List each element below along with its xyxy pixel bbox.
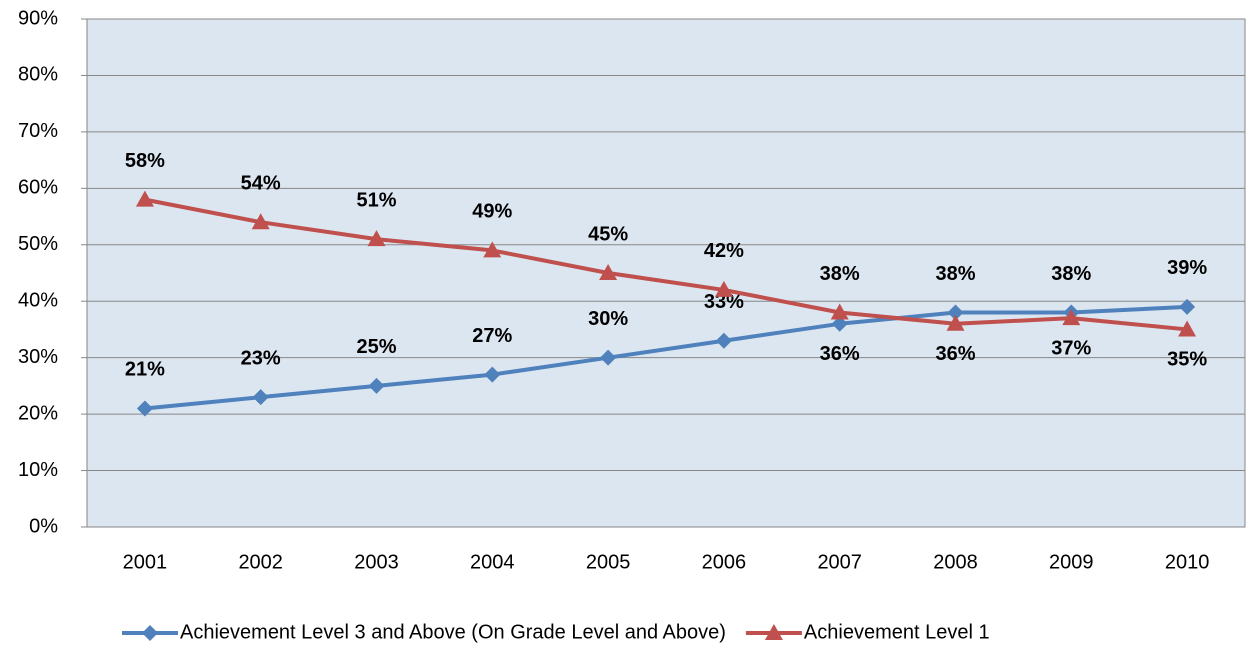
data-point bbox=[599, 264, 618, 280]
x-tick-label: 2010 bbox=[1165, 551, 1210, 573]
legend-marker bbox=[142, 625, 158, 641]
data-point bbox=[714, 280, 733, 297]
data-label: 38% bbox=[820, 263, 860, 285]
data-point bbox=[600, 349, 617, 366]
legend-marker bbox=[764, 624, 783, 640]
y-tick-label: 30% bbox=[18, 346, 58, 368]
data-point bbox=[947, 304, 964, 321]
data-label: 25% bbox=[356, 336, 396, 358]
data-label: 37% bbox=[1051, 337, 1091, 359]
data-point bbox=[715, 332, 732, 349]
data-label: 58% bbox=[125, 150, 165, 172]
data-label: 54% bbox=[241, 172, 281, 194]
series-line bbox=[144, 197, 1188, 332]
x-tick-label: 2002 bbox=[238, 551, 283, 573]
data-point bbox=[368, 377, 385, 394]
data-label: 27% bbox=[472, 325, 512, 347]
data-label: 35% bbox=[1167, 349, 1207, 371]
data-point bbox=[946, 314, 965, 331]
data-point bbox=[252, 389, 269, 406]
data-point bbox=[483, 241, 502, 258]
data-label: 45% bbox=[588, 223, 628, 245]
data-point bbox=[251, 213, 270, 230]
data-label: 36% bbox=[935, 343, 975, 365]
data-point bbox=[1179, 298, 1196, 315]
data-point bbox=[1062, 309, 1081, 326]
y-tick-label: 50% bbox=[18, 233, 58, 255]
x-tick-label: 2007 bbox=[817, 551, 862, 573]
data-label: 23% bbox=[241, 347, 281, 369]
data-point bbox=[830, 303, 849, 320]
y-tick-label: 0% bbox=[29, 515, 58, 537]
data-point bbox=[484, 366, 501, 383]
legend-label: Achievement Level 1 bbox=[804, 621, 990, 643]
x-tick-label: 2005 bbox=[586, 551, 631, 573]
data-label: 39% bbox=[1167, 257, 1207, 279]
x-tick-label: 2008 bbox=[933, 551, 978, 573]
data-label: 21% bbox=[125, 359, 165, 381]
y-tick-label: 90% bbox=[18, 7, 58, 29]
data-label: 42% bbox=[704, 240, 744, 262]
data-point bbox=[367, 230, 386, 247]
x-tick-label: 2004 bbox=[470, 551, 515, 573]
data-point bbox=[831, 315, 848, 332]
y-tick-label: 60% bbox=[18, 177, 58, 199]
y-tick-label: 20% bbox=[18, 402, 58, 424]
data-label: 51% bbox=[356, 189, 396, 211]
y-tick-label: 40% bbox=[18, 290, 58, 312]
y-tick-label: 80% bbox=[18, 64, 58, 86]
y-tick-label: 10% bbox=[18, 459, 58, 481]
data-label: 33% bbox=[704, 291, 744, 313]
legend-label: Achievement Level 3 and Above (On Grade … bbox=[180, 621, 726, 643]
x-tick-label: 2006 bbox=[702, 551, 747, 573]
data-label: 30% bbox=[588, 308, 628, 330]
plot-area bbox=[86, 18, 1246, 528]
y-tick-label: 70% bbox=[18, 120, 58, 142]
data-label: 49% bbox=[472, 201, 512, 223]
data-label: 36% bbox=[820, 343, 860, 365]
data-label: 38% bbox=[935, 263, 975, 285]
x-tick-label: 2009 bbox=[1049, 551, 1094, 573]
data-label: 38% bbox=[1051, 263, 1091, 285]
data-point bbox=[136, 400, 153, 417]
x-tick-label: 2001 bbox=[123, 551, 168, 573]
data-point bbox=[135, 190, 154, 207]
series-line bbox=[144, 304, 1188, 411]
data-point bbox=[1178, 320, 1197, 337]
x-tick-label: 2003 bbox=[354, 551, 399, 573]
